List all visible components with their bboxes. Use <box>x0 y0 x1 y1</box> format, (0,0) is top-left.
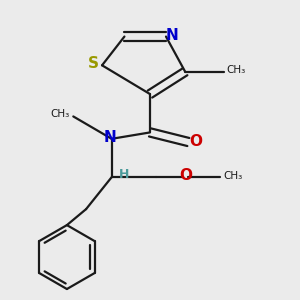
Text: CH₃: CH₃ <box>224 171 243 181</box>
Text: O: O <box>189 134 202 148</box>
Text: N: N <box>165 28 178 43</box>
Text: CH₃: CH₃ <box>227 65 246 75</box>
Text: CH₃: CH₃ <box>51 109 70 119</box>
Text: N: N <box>104 130 116 145</box>
Text: H: H <box>118 168 129 181</box>
Text: S: S <box>88 56 99 71</box>
Text: O: O <box>179 168 192 183</box>
